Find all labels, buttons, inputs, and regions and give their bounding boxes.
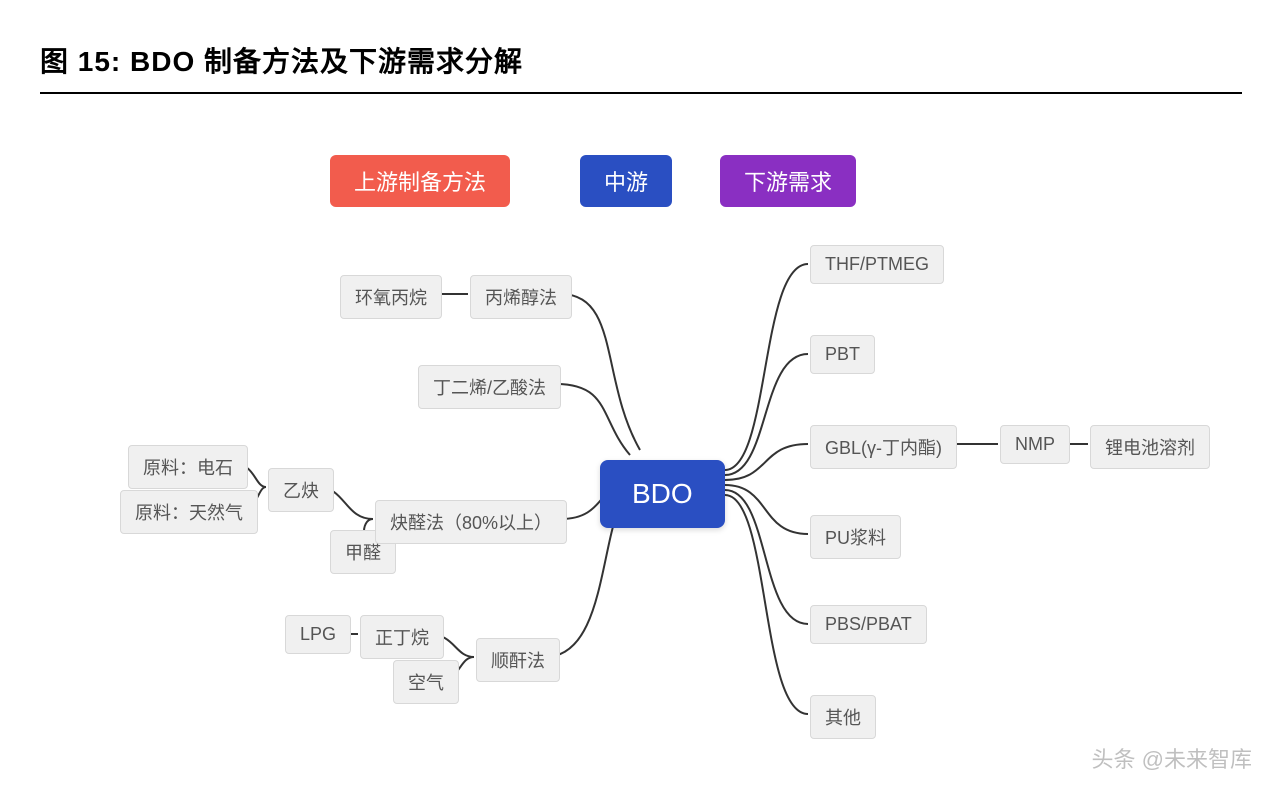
node-butadiene-method: 丁二烯/乙酸法 bbox=[418, 365, 561, 409]
legend-upstream: 上游制备方法 bbox=[330, 155, 510, 207]
edge bbox=[560, 294, 640, 450]
node-raw-natural-gas: 原料：天然气 bbox=[120, 490, 258, 534]
legend-downstream: 下游需求 bbox=[720, 155, 856, 207]
edge bbox=[556, 384, 630, 455]
node-reppe-method: 炔醛法（80%以上） bbox=[375, 500, 567, 544]
edge bbox=[725, 264, 808, 470]
edge bbox=[725, 495, 808, 714]
node-propylene-oxide: 环氧丙烷 bbox=[340, 275, 442, 319]
node-pbt: PBT bbox=[810, 335, 875, 374]
center-node-bdo: BDO bbox=[600, 460, 725, 528]
edge bbox=[725, 490, 808, 624]
node-thf-ptmeg: THF/PTMEG bbox=[810, 245, 944, 284]
node-nmp: NMP bbox=[1000, 425, 1070, 464]
edge bbox=[725, 485, 808, 534]
edge bbox=[725, 444, 808, 480]
figure-title-bar: 图 15: BDO 制备方法及下游需求分解 bbox=[40, 40, 1242, 94]
node-li-battery-solvent: 锂电池溶剂 bbox=[1090, 425, 1210, 469]
figure-title: 图 15: BDO 制备方法及下游需求分解 bbox=[40, 46, 523, 77]
legend-midstream: 中游 bbox=[580, 155, 672, 207]
watermark-text: 头条 @未来智库 bbox=[1092, 742, 1252, 774]
node-raw-calcium-carbide: 原料：电石 bbox=[128, 445, 248, 489]
node-gbl: GBL(γ-丁内酯) bbox=[810, 425, 957, 469]
node-pu-slurry: PU浆料 bbox=[810, 515, 901, 559]
node-other: 其他 bbox=[810, 695, 876, 739]
node-pbs-pbat: PBS/PBAT bbox=[810, 605, 927, 644]
edge bbox=[725, 354, 808, 475]
node-acetylene: 乙炔 bbox=[268, 468, 334, 512]
node-lpg: LPG bbox=[285, 615, 351, 654]
node-propylene-method: 丙烯醇法 bbox=[470, 275, 572, 319]
node-maleic-method: 顺酐法 bbox=[476, 638, 560, 682]
node-air: 空气 bbox=[393, 660, 459, 704]
edges-layer bbox=[0, 0, 1282, 792]
node-n-butane: 正丁烷 bbox=[360, 615, 444, 659]
